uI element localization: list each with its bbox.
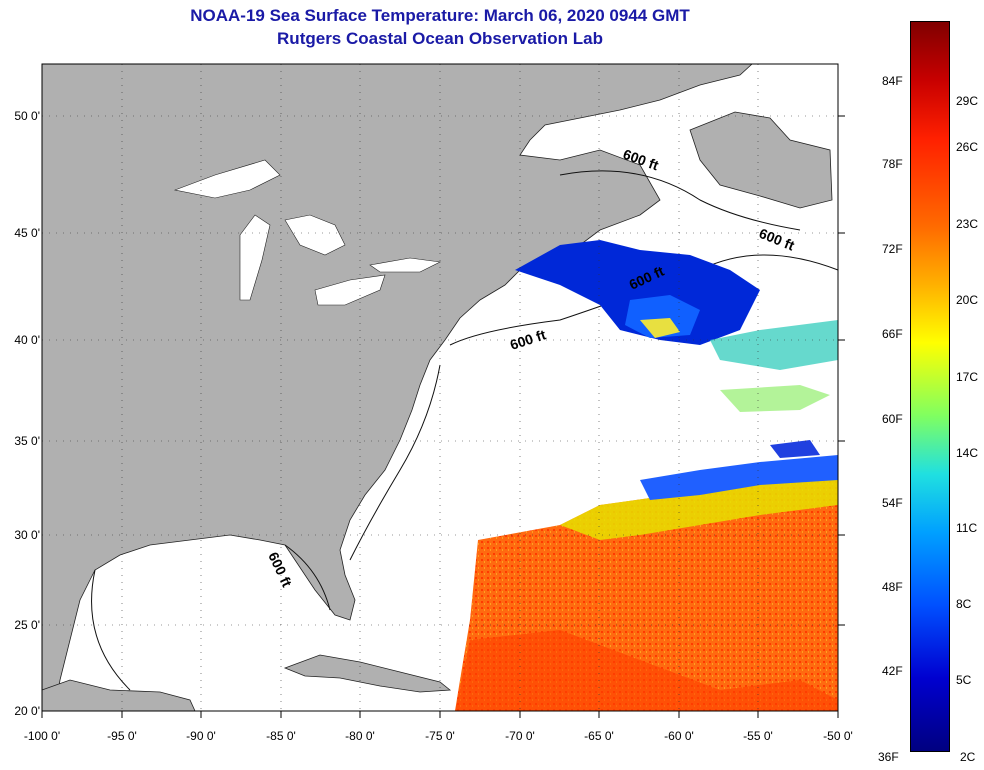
lon-label: -100 0' <box>23 729 61 743</box>
cool-sst-patch <box>710 320 838 370</box>
lat-label: 45 0' <box>14 226 40 240</box>
colorbar-fahrenheit-label: 42F <box>882 664 903 678</box>
transition-sst-band <box>560 470 838 540</box>
colorbar-celsius-label: 11C <box>956 521 978 535</box>
lat-label: 25 0' <box>14 618 40 632</box>
colorbar-celsius-label: 29C <box>956 94 979 108</box>
lon-label: -55 0' <box>743 729 773 743</box>
depth-contour-line <box>91 170 839 691</box>
lat-label: 35 0' <box>14 434 40 448</box>
colorbar-fahrenheit-label: 54F <box>882 496 903 510</box>
lon-label: -85 0' <box>266 729 296 743</box>
north-america-land <box>41 63 754 712</box>
warm-sst-inner <box>455 630 838 711</box>
great-lakes <box>173 159 442 306</box>
colorbar-fahrenheit-label: 60F <box>882 412 903 426</box>
lat-label: 30 0' <box>14 528 40 542</box>
graticule <box>42 64 838 711</box>
cool-sst-patch-2 <box>720 385 830 412</box>
colorbar-fahrenheit-label: 66F <box>882 327 903 341</box>
map-subtitle: Rutgers Coastal Ocean Observation Lab <box>277 29 603 48</box>
cold-sst-patch-3 <box>640 455 838 500</box>
lon-label: -80 0' <box>345 729 375 743</box>
colorbar-fahrenheit-label: 72F <box>882 242 903 256</box>
cold-sst-inner <box>625 295 700 338</box>
lon-label: -90 0' <box>186 729 216 743</box>
colorbar-fahrenheit-label: 36F <box>878 750 899 764</box>
colorbar-celsius-label: 14C <box>956 446 979 460</box>
newfoundland-land <box>689 111 833 209</box>
cold-sst-patch-4 <box>770 440 820 458</box>
colorbar-fahrenheit-label: 78F <box>882 157 903 171</box>
colorbar-celsius-label: 23C <box>956 217 979 231</box>
lon-label: -95 0' <box>107 729 137 743</box>
colorbar-celsius-label: 2C <box>960 750 976 764</box>
temperature-color-scale <box>910 21 950 752</box>
colorbar-fahrenheit-label: 84F <box>882 74 903 88</box>
lon-label: -65 0' <box>584 729 614 743</box>
lon-label: -75 0' <box>425 729 455 743</box>
cold-sst-region <box>515 240 760 345</box>
lon-label: -70 0' <box>505 729 535 743</box>
colorbar-celsius-label: 5C <box>956 673 972 687</box>
colorbar-celsius-label: 17C <box>956 370 979 384</box>
colorbar-fahrenheit-label: 48F <box>882 580 903 594</box>
map-title: NOAA-19 Sea Surface Temperature: March 0… <box>190 6 690 25</box>
cuba-island <box>283 654 452 693</box>
lat-label: 50 0' <box>14 109 40 123</box>
colorbar-celsius-label: 26C <box>956 140 979 154</box>
colorbar-celsius-label: 20C <box>956 293 979 307</box>
warm-eddy <box>640 318 680 338</box>
lat-label: 20 0' <box>14 704 40 718</box>
colorbar-celsius-label: 8C <box>956 597 972 611</box>
lon-label: -50 0' <box>823 729 853 743</box>
lat-label: 40 0' <box>14 333 40 347</box>
lon-label: -60 0' <box>664 729 694 743</box>
